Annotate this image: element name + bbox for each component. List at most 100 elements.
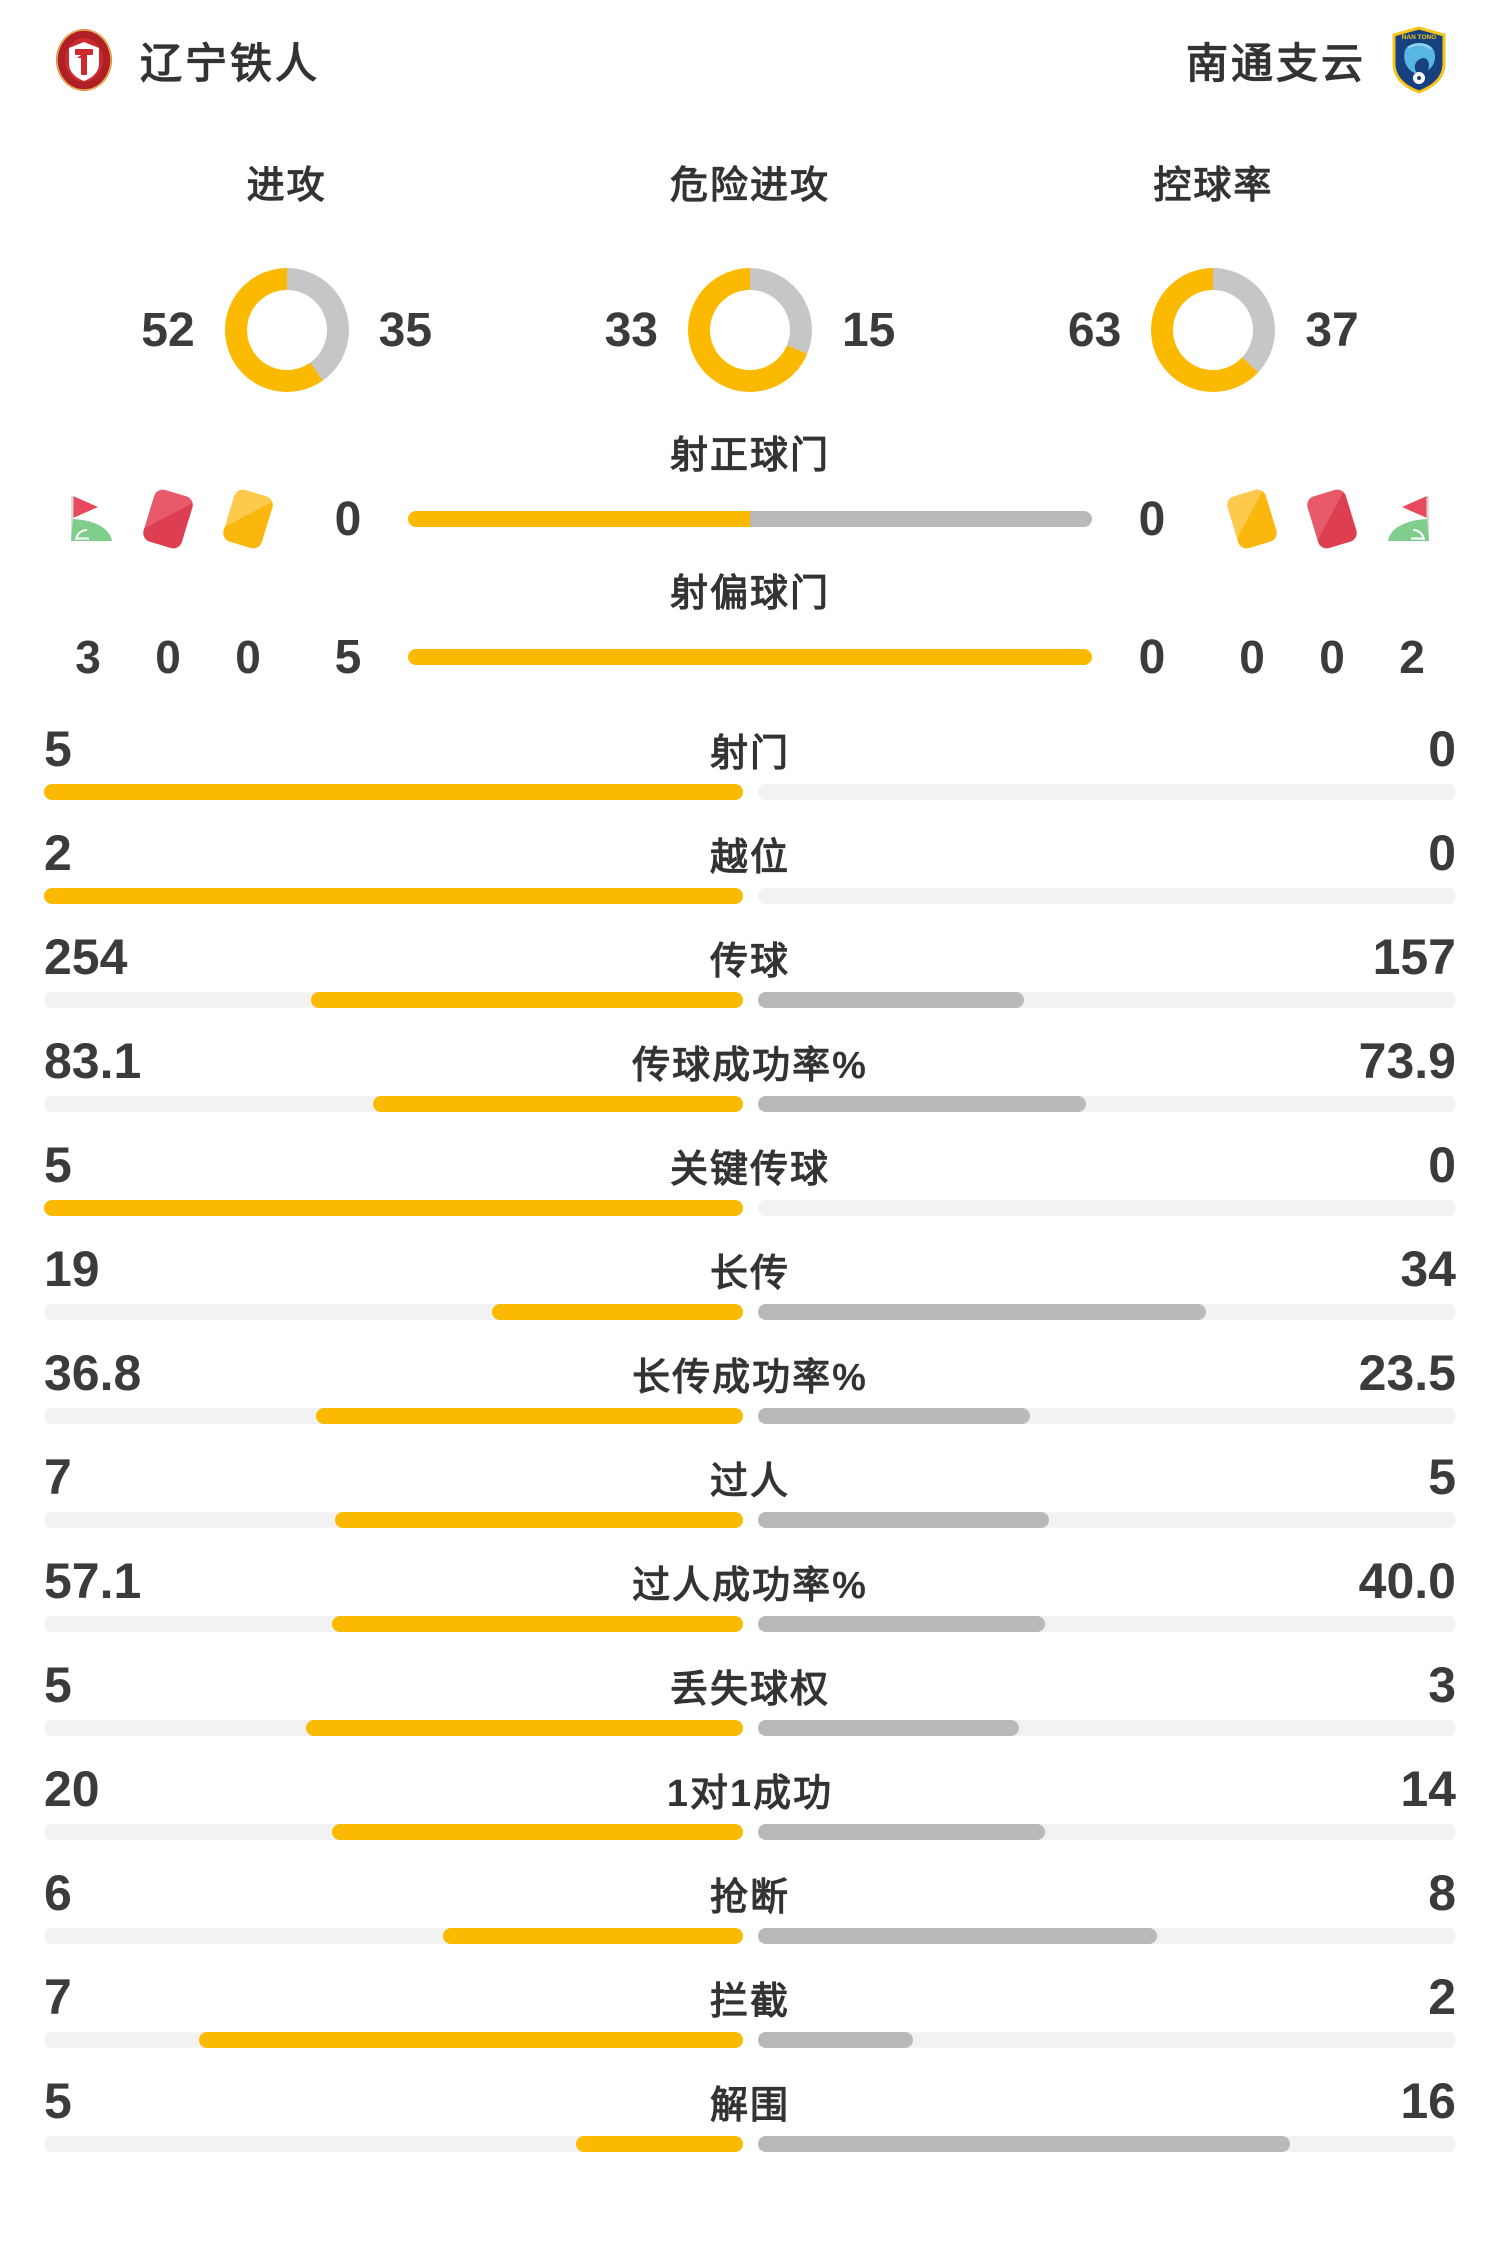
home-bar-fill — [44, 1200, 743, 1216]
home-bar-fill — [443, 1928, 743, 1944]
stat-row-interceptions: 7 拦截 2 — [44, 1966, 1456, 2048]
home-value: 20 — [44, 1761, 100, 1817]
away-value: 3 — [1428, 1657, 1456, 1713]
away-value: 5 — [1428, 1449, 1456, 1505]
home-value: 52 — [141, 303, 195, 357]
stats-list: 5 射门 0 2 越位 0 254 传球 1 — [0, 718, 1500, 2152]
donut-possession: 控球率 63 37 — [982, 162, 1445, 392]
away-team-name: 南通支云 — [1185, 39, 1366, 87]
home-bar-segment — [408, 649, 1092, 665]
home-bar-fill — [310, 992, 743, 1008]
shots-on-target-label: 射正球门 — [669, 435, 830, 477]
stat-label: 传球成功率% — [632, 1044, 868, 1087]
home-value: 7 — [44, 1969, 72, 2025]
home-value: 5 — [44, 1137, 72, 1193]
home-value: 36.8 — [44, 1345, 142, 1401]
away-bar-fill — [757, 1512, 1049, 1528]
away-value: 73.9 — [1358, 1033, 1456, 1089]
stat-row-shots: 5 射门 0 — [44, 718, 1456, 800]
stat-bar — [44, 1512, 1456, 1528]
home-value: 2 — [44, 825, 72, 881]
header: 辽宁铁人 南通支云 NAN TONG — [0, 0, 1500, 94]
home-bar-fill — [305, 1720, 743, 1736]
stat-bar — [44, 1408, 1456, 1424]
home-bar-fill — [44, 784, 743, 800]
stat-row-possession-lost: 5 丢失球权 3 — [44, 1654, 1456, 1736]
away-value: 35 — [378, 303, 433, 357]
away-bar-fill — [757, 2032, 913, 2048]
stat-bar — [44, 1304, 1456, 1320]
away-value: 37 — [1305, 303, 1359, 357]
away-value: 16 — [1400, 2073, 1456, 2129]
away-value: 0 — [1138, 630, 1166, 684]
away-bar-fill — [757, 1824, 1046, 1840]
home-value: 5 — [334, 630, 362, 684]
home-bar-fill — [44, 888, 743, 904]
away-value: 23.5 — [1358, 1345, 1456, 1401]
stat-bar — [44, 2032, 1456, 2048]
stat-bar — [44, 1096, 1456, 1112]
donut-title: 危险进攻 — [669, 165, 830, 207]
home-yellow-cards-count: 0 — [235, 631, 261, 683]
away-discipline-icons — [1212, 487, 1452, 551]
stat-row-pass-accuracy: 83.1 传球成功率% 73.9 — [44, 1030, 1456, 1112]
shots-section: 射正球门 0 0 — [0, 432, 1500, 696]
stat-bar — [44, 888, 1456, 904]
away-value: 0 — [1428, 1137, 1456, 1193]
away-value: 15 — [841, 303, 896, 357]
home-value: 57.1 — [44, 1553, 142, 1609]
home-value: 5 — [44, 721, 72, 777]
red-card-icon — [1304, 487, 1360, 551]
away-bar-fill — [757, 1096, 1087, 1112]
home-team: 辽宁铁人 — [52, 27, 320, 93]
stat-row-long-ball-accuracy: 36.8 长传成功率% 23.5 — [44, 1342, 1456, 1424]
shots-on-target-row: 0 0 — [0, 480, 1500, 558]
home-bar-fill — [335, 1512, 743, 1528]
shots-off-target-row: 3 0 0 5 0 0 0 2 — [0, 618, 1500, 696]
stat-label: 拦截 — [709, 1980, 790, 2023]
yellow-card-icon — [1224, 487, 1280, 551]
away-crest-text: NAN TONG — [1402, 34, 1437, 41]
red-card-icon — [140, 487, 196, 551]
home-team-name: 辽宁铁人 — [140, 39, 321, 87]
away-value: 157 — [1372, 929, 1456, 985]
yellow-card-icon — [220, 487, 276, 551]
stat-label: 射门 — [709, 732, 790, 775]
home-value: 63 — [1067, 303, 1122, 357]
away-value: 34 — [1400, 1241, 1456, 1297]
corner-flag-icon — [1388, 496, 1429, 541]
donut-title: 进攻 — [246, 165, 327, 207]
away-bar-fill — [757, 992, 1025, 1008]
away-value: 0 — [1138, 492, 1166, 546]
dangerous-attacks-donut-chart — [687, 268, 812, 392]
stat-row-duels-won: 20 1对1成功 14 — [44, 1758, 1456, 1840]
stat-row-long-balls: 19 长传 34 — [44, 1238, 1456, 1320]
home-bar-fill — [316, 1408, 743, 1424]
home-value: 254 — [44, 929, 128, 985]
away-value: 14 — [1400, 1761, 1456, 1817]
away-discipline-counts: 0 0 2 — [1212, 630, 1452, 684]
stat-row-dribble-success: 57.1 过人成功率% 40.0 — [44, 1550, 1456, 1632]
corner-flag-icon — [71, 496, 112, 541]
home-value: 5 — [44, 1657, 72, 1713]
away-yellow-cards-count: 0 — [1239, 631, 1265, 683]
away-corners-count: 2 — [1399, 631, 1425, 683]
stat-label: 关键传球 — [669, 1148, 830, 1191]
stat-row-passes: 254 传球 157 — [44, 926, 1456, 1008]
away-bar-fill — [757, 1616, 1046, 1632]
home-value: 0 — [334, 492, 362, 546]
away-bar-fill — [757, 1408, 1030, 1424]
away-value: 2 — [1428, 1969, 1456, 2025]
home-corners-count: 3 — [75, 631, 101, 683]
away-team: 南通支云 NAN TONG — [1186, 26, 1448, 94]
shots-off-target-label: 射偏球门 — [669, 573, 830, 615]
possession-donut-chart — [1151, 268, 1276, 392]
home-discipline-counts: 3 0 0 — [48, 630, 288, 684]
stat-bar — [44, 1200, 1456, 1216]
away-bar-fill — [757, 1928, 1157, 1944]
home-value: 19 — [44, 1241, 100, 1297]
away-value: 8 — [1428, 1865, 1456, 1921]
stat-bar — [44, 992, 1456, 1008]
home-value: 83.1 — [44, 1033, 142, 1089]
attacks-donut-chart — [224, 268, 349, 392]
